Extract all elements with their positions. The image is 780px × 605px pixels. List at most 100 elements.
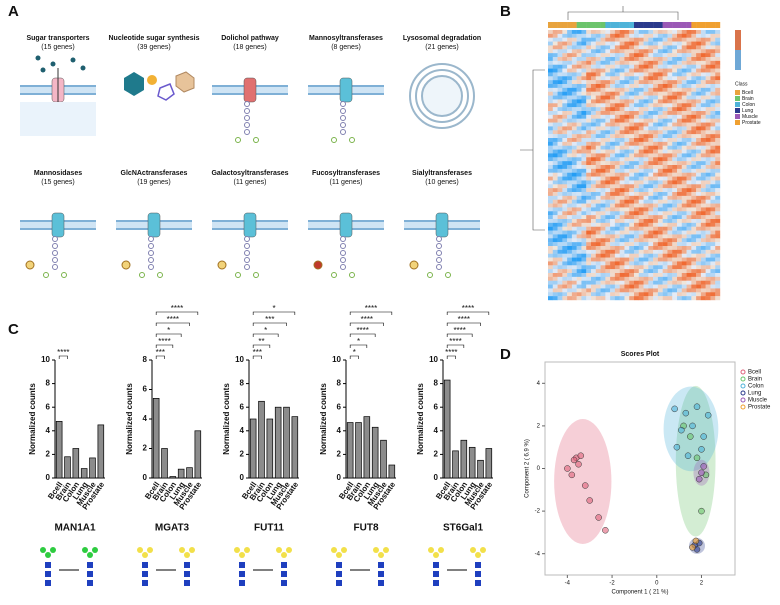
significance-bracket (446, 333, 473, 337)
heatmap-cell (605, 199, 611, 204)
heatmap-cell (552, 211, 558, 216)
heatmap-cell (571, 114, 577, 119)
point (693, 454, 701, 462)
glycan-square (142, 580, 148, 586)
heatmap-cell (619, 168, 625, 173)
heatmap-cell (677, 87, 682, 92)
heatmap-cell (677, 134, 682, 139)
heatmap-cell (571, 84, 577, 89)
heatmap-cell (576, 273, 582, 278)
heatmap-cell (648, 68, 654, 73)
heatmap-cell (672, 199, 678, 204)
heatmap-cell (571, 37, 577, 42)
heatmap-cell (567, 80, 573, 85)
heatmap-cell (653, 219, 659, 224)
heatmap-cell (591, 126, 596, 131)
heatmap-cell (619, 242, 625, 247)
heatmap-cell (619, 37, 625, 42)
heatmap-cell (634, 284, 639, 289)
heatmap-cell (643, 161, 649, 166)
heatmap-cell (562, 122, 568, 127)
heatmap-cell (686, 246, 692, 251)
heatmap-cell (548, 165, 553, 170)
heatmap-cell (634, 172, 639, 177)
heatmap-cell (605, 87, 611, 92)
heatmap-cell (657, 49, 663, 54)
heatmap-cell (653, 126, 659, 131)
heatmap-cell (667, 45, 673, 50)
heatmap-cell (595, 215, 601, 220)
heatmap-cell (715, 249, 721, 254)
heatmap-cell (715, 111, 721, 116)
bar (371, 426, 379, 479)
heatmap-cell (552, 30, 558, 35)
heatmap-cell (672, 165, 678, 170)
heatmap-cell (653, 176, 659, 181)
heatmap-cell (696, 265, 702, 270)
heatmap-cell (591, 168, 596, 173)
heatmap-cell (600, 153, 606, 158)
heatmap-cell (657, 215, 663, 220)
heatmap-cell (715, 84, 721, 89)
heatmap-cell (681, 30, 687, 35)
heatmap-cell (591, 219, 596, 224)
significance-bracket (349, 344, 368, 348)
channel (51, 212, 65, 238)
heatmap-cell (705, 230, 711, 235)
heatmap-cell (629, 238, 635, 243)
heatmap-cell (629, 242, 635, 247)
heatmap-cell (672, 230, 678, 235)
heatmap-cell (586, 249, 592, 254)
heatmap-cell (614, 134, 620, 139)
class-bar (591, 22, 596, 28)
heatmap-cell (662, 64, 668, 69)
heatmap-cell (552, 215, 558, 220)
heatmap-cell (696, 111, 702, 116)
heatmap-cell (595, 257, 601, 262)
heatmap-cell (648, 165, 654, 170)
class-bar (595, 22, 601, 28)
heatmap-cell (677, 192, 682, 197)
heatmap-cell (657, 99, 663, 104)
heatmap-cell (548, 60, 553, 65)
heatmap-cell (600, 33, 606, 38)
heatmap-cell (677, 211, 682, 216)
point (595, 514, 602, 521)
heatmap-cell (595, 222, 601, 227)
heatmap-cell (643, 149, 649, 154)
heatmap-cell (667, 114, 673, 119)
class-bar (672, 22, 678, 28)
heatmap-cell (562, 246, 568, 251)
heatmap-cell (672, 184, 678, 189)
heatmap-cell (552, 80, 558, 85)
heatmap-cell (672, 157, 678, 162)
significance-bracket (155, 333, 182, 337)
heatmap-cell (705, 276, 711, 281)
heatmap-cell (653, 195, 659, 200)
heatmap-cell (576, 176, 582, 181)
point (570, 456, 578, 464)
legend-swatch (735, 96, 740, 101)
heatmap-cell (634, 95, 639, 100)
heatmap-cell (648, 84, 654, 89)
heatmap-cell (634, 265, 639, 270)
heatmap-cell (634, 57, 639, 62)
significance-bracket (349, 333, 376, 337)
heatmap-cell (576, 246, 582, 251)
heatmap-cell (696, 72, 702, 77)
heatmap-cell (586, 242, 592, 247)
heatmap-cell (643, 269, 649, 274)
heatmap-cell (571, 296, 577, 301)
heatmap-cell (686, 41, 692, 46)
donor (409, 260, 419, 270)
heatmap-cell (667, 180, 673, 185)
heatmap-cell (557, 72, 563, 77)
heatmap-cell (552, 37, 558, 42)
heatmap-cell (571, 130, 577, 135)
heatmap-cell (586, 246, 592, 251)
heatmap-cell (648, 249, 654, 254)
heatmap-cell (557, 203, 563, 208)
heatmap-cell (677, 91, 682, 96)
heatmap-cell (696, 95, 702, 100)
heatmap-cell (557, 269, 563, 274)
